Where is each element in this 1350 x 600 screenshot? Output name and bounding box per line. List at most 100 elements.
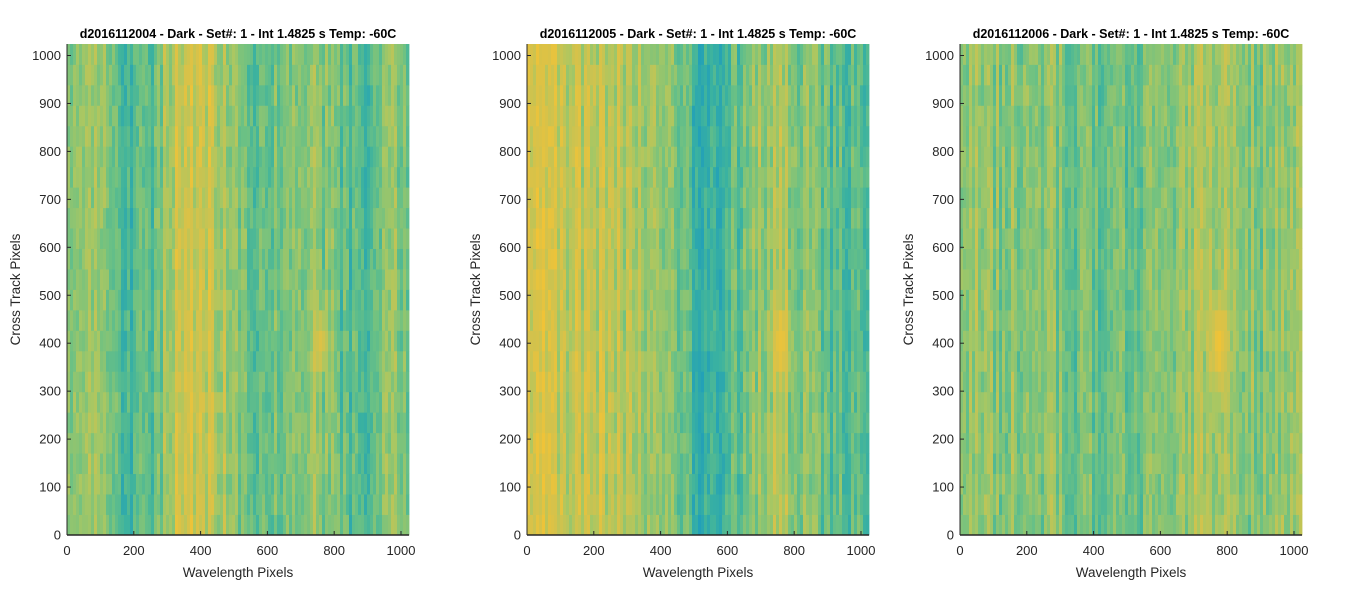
heatmap-cell: [298, 432, 302, 454]
heatmap-cell: [593, 146, 597, 168]
heatmap-cell: [560, 514, 564, 536]
heatmap-cell: [154, 330, 158, 352]
heatmap-cell: [659, 309, 663, 331]
heatmap-cell: [337, 494, 341, 515]
heatmap-cell: [325, 228, 329, 249]
heatmap-cell: [148, 412, 152, 434]
heatmap-cell: [716, 391, 720, 413]
heatmap-cell: [593, 309, 597, 331]
heatmap-cell: [713, 187, 717, 209]
heatmap-cell: [73, 514, 77, 536]
heatmap-cell: [187, 391, 191, 413]
heatmap-cell: [112, 64, 116, 86]
heatmap-cell: [283, 248, 287, 270]
heatmap-cell: [136, 125, 140, 147]
heatmap-cell: [794, 494, 798, 515]
heatmap-cell: [665, 432, 669, 454]
heatmap-cell: [587, 269, 591, 290]
heatmap-cell: [788, 166, 792, 188]
heatmap-cell: [767, 44, 771, 65]
heatmap-cell: [707, 289, 711, 311]
heatmap-cell: [145, 166, 149, 188]
heatmap-cell: [692, 44, 696, 65]
heatmap-cell: [124, 166, 128, 188]
heatmap-cell: [181, 309, 185, 331]
heatmap-cell: [590, 494, 594, 515]
heatmap-cell: [184, 228, 188, 249]
heatmap-cell: [791, 330, 795, 352]
heatmap-cell: [322, 84, 326, 106]
heatmap-cell: [349, 350, 353, 372]
heatmap-cell: [385, 412, 389, 434]
heatmap-cell: [388, 146, 392, 168]
heatmap-cell: [548, 248, 552, 270]
heatmap-cell: [758, 269, 762, 290]
heatmap-cell: [719, 309, 723, 331]
heatmap-cell: [554, 289, 558, 311]
heatmap-cell: [617, 432, 621, 454]
heatmap-cell: [337, 514, 341, 536]
heatmap-cell: [193, 207, 197, 229]
heatmap-cell: [274, 269, 278, 290]
heatmap-cell: [662, 125, 666, 147]
heatmap-cell: [76, 248, 80, 270]
heatmap-cell: [590, 473, 594, 495]
heatmap-cell: [698, 125, 702, 147]
heatmap-cell: [560, 330, 564, 352]
heatmap-cell: [551, 412, 555, 434]
heatmap-cell: [677, 44, 681, 65]
heatmap-cell: [307, 84, 311, 106]
heatmap-cell: [761, 514, 765, 536]
heatmap-cell: [641, 105, 645, 127]
heatmap-cell: [587, 105, 591, 127]
heatmap-cell: [629, 330, 633, 352]
heatmap-cell: [737, 44, 741, 65]
heatmap-cell: [626, 166, 630, 188]
heatmap-cell: [322, 289, 326, 311]
heatmap-cell: [710, 207, 714, 229]
heatmap-cell: [626, 84, 630, 106]
heatmap-cell: [208, 248, 212, 270]
heatmap-cell: [761, 453, 765, 475]
heatmap-cell: [280, 371, 284, 393]
heatmap-cell: [250, 494, 254, 515]
heatmap-cell: [157, 64, 161, 86]
heatmap-cell: [800, 228, 804, 249]
heatmap-cell: [112, 309, 116, 331]
heatmap-cell: [277, 371, 281, 393]
heatmap-cell: [650, 166, 654, 188]
heatmap-cell: [346, 432, 350, 454]
heatmap-cell: [136, 44, 140, 65]
heatmap-cell: [530, 350, 534, 372]
panel-2: 0 200 400 600 800 100001002003004005006007008…: [468, 27, 875, 580]
heatmap-cell: [698, 228, 702, 249]
heatmap-cell: [109, 44, 113, 65]
heatmap-cell: [178, 125, 182, 147]
heatmap-cell: [328, 514, 332, 536]
heatmap-cell: [674, 269, 678, 290]
heatmap-cell: [635, 269, 639, 290]
heatmap-cell: [157, 371, 161, 393]
heatmap-cell: [752, 494, 756, 515]
heatmap-cell: [400, 494, 404, 515]
heatmap-cell: [217, 207, 221, 229]
heatmap-cell: [316, 453, 320, 475]
heatmap-cell: [635, 432, 639, 454]
heatmap-cell: [403, 64, 407, 86]
heatmap-cell: [548, 207, 552, 229]
x-tick-label: 400: [190, 543, 212, 558]
heatmap-cell: [746, 473, 750, 495]
heatmap-cell: [584, 289, 588, 311]
heatmap-cell: [331, 187, 335, 209]
heatmap-cell: [674, 432, 678, 454]
heatmap-cell: [752, 412, 756, 434]
heatmap-cell: [406, 289, 410, 311]
heatmap-cell: [121, 309, 125, 331]
heatmap-cell: [241, 412, 245, 434]
heatmap-cell: [163, 371, 167, 393]
heatmap-cell: [376, 84, 380, 106]
heatmap-cell: [214, 125, 218, 147]
heatmap-cell: [545, 146, 549, 168]
heatmap-cell: [178, 350, 182, 372]
heatmap-cell: [536, 207, 540, 229]
